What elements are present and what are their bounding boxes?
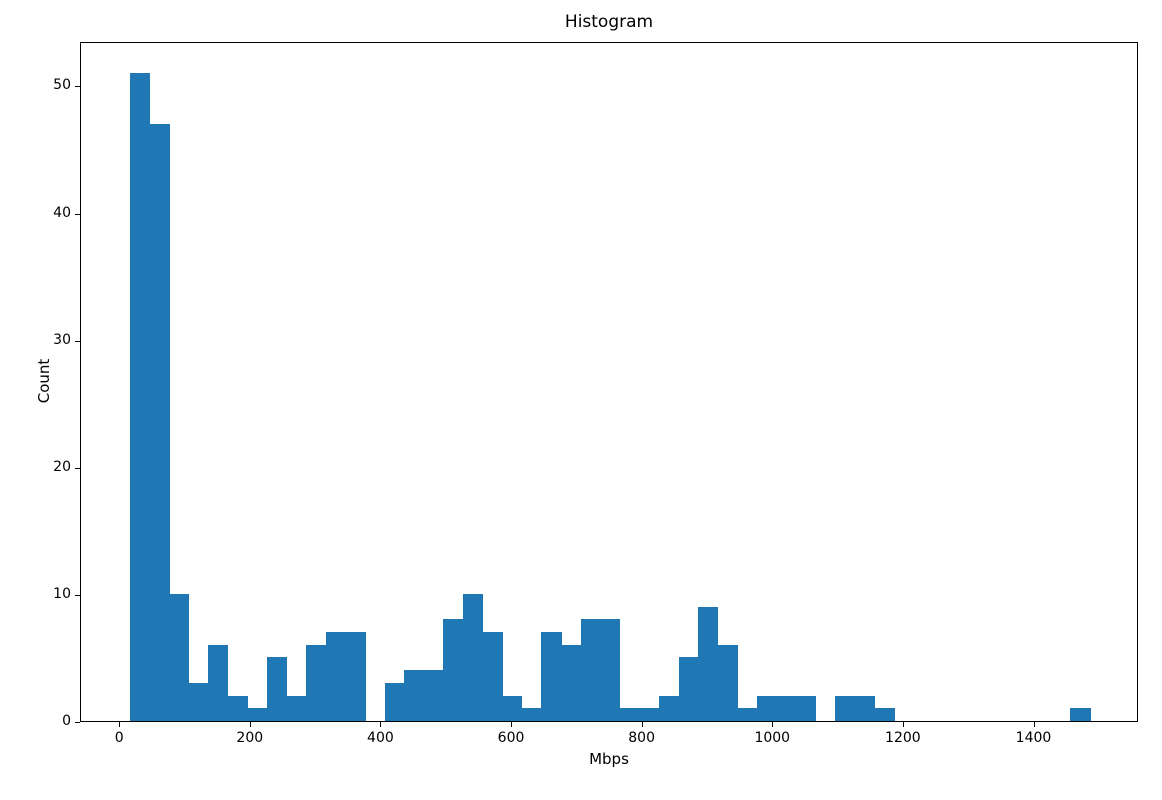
histogram-chart: Histogram 0 200 400 600 800 1000 1200 1400 0 10 2… (0, 0, 1162, 800)
x-tick (119, 722, 120, 727)
histogram-bar (150, 124, 170, 721)
histogram-bar (757, 696, 777, 721)
histogram-bar (287, 696, 307, 721)
histogram-bar (404, 670, 424, 721)
histogram-bar (502, 696, 522, 721)
histogram-bar (639, 708, 659, 721)
x-tick-label: 200 (220, 730, 280, 746)
histogram-bar (698, 607, 718, 721)
histogram-bar (130, 73, 150, 721)
x-tick (380, 722, 381, 727)
y-tick-label: 10 (53, 586, 71, 602)
histogram-bar (581, 619, 601, 721)
histogram-bar (463, 594, 483, 721)
chart-title: Histogram (80, 12, 1138, 32)
histogram-bar (835, 696, 855, 721)
histogram-bar (169, 594, 189, 721)
y-tick (75, 86, 80, 87)
x-tick-label: 1200 (873, 730, 933, 746)
y-tick (75, 595, 80, 596)
histogram-bar (777, 696, 797, 721)
histogram-bar (679, 657, 699, 721)
histogram-bar (737, 708, 757, 721)
x-tick (1034, 722, 1035, 727)
histogram-bar (443, 619, 463, 721)
x-axis-label: Mbps (80, 750, 1138, 768)
histogram-bar (208, 645, 228, 721)
y-tick (75, 341, 80, 342)
x-tick (250, 722, 251, 727)
histogram-bar (541, 632, 561, 721)
y-tick-label: 0 (62, 713, 71, 729)
x-tick-label: 600 (481, 730, 541, 746)
histogram-bar (228, 696, 248, 721)
histogram-bar (875, 708, 895, 721)
histogram-bar (522, 708, 542, 721)
histogram-bar (248, 708, 268, 721)
y-tick-label: 50 (53, 77, 71, 93)
x-tick-label: 1000 (742, 730, 802, 746)
x-tick-label: 800 (612, 730, 672, 746)
y-axis-label: Count (35, 351, 53, 411)
x-tick-label: 1400 (1004, 730, 1064, 746)
histogram-bar (659, 696, 679, 721)
histogram-bar (267, 657, 287, 721)
histogram-bar (306, 645, 326, 721)
x-tick (642, 722, 643, 727)
histogram-bar (483, 632, 503, 721)
x-tick (903, 722, 904, 727)
y-tick-label: 30 (53, 332, 71, 348)
x-tick (772, 722, 773, 727)
y-tick (75, 214, 80, 215)
x-tick (511, 722, 512, 727)
y-tick-label: 40 (53, 205, 71, 221)
histogram-bar (346, 632, 366, 721)
histogram-bar (385, 683, 405, 721)
x-tick-label: 400 (350, 730, 410, 746)
histogram-bar (718, 645, 738, 721)
histogram-bar (561, 645, 581, 721)
plot-area (80, 42, 1138, 722)
bars-layer (81, 43, 1137, 721)
x-tick-label: 0 (89, 730, 149, 746)
histogram-bar (620, 708, 640, 721)
histogram-bar (326, 632, 346, 721)
y-tick (75, 722, 80, 723)
histogram-bar (855, 696, 875, 721)
histogram-bar (424, 670, 444, 721)
histogram-bar (796, 696, 816, 721)
histogram-bar (1070, 708, 1090, 721)
histogram-bar (189, 683, 209, 721)
y-tick-label: 20 (53, 459, 71, 475)
y-tick (75, 468, 80, 469)
histogram-bar (600, 619, 620, 721)
